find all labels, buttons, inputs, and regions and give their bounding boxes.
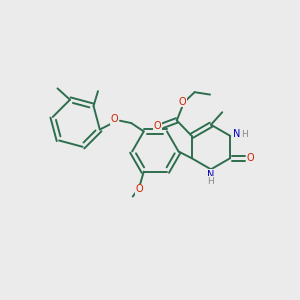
Text: O: O: [247, 153, 255, 163]
Text: O: O: [154, 121, 162, 131]
Text: N: N: [233, 129, 241, 140]
Text: O: O: [136, 184, 143, 194]
Text: N: N: [207, 170, 214, 180]
Text: O: O: [178, 97, 186, 107]
Text: O: O: [111, 114, 119, 124]
Text: H: H: [208, 177, 214, 186]
Text: H: H: [241, 130, 247, 139]
